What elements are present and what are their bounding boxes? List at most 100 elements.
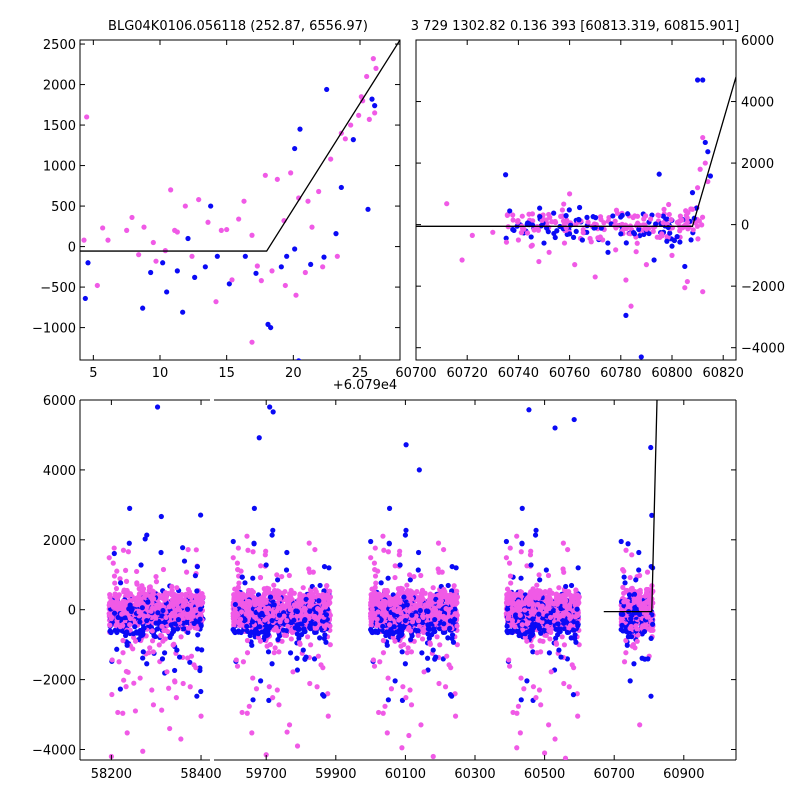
pink-point — [380, 650, 387, 656]
pink-point — [119, 611, 125, 617]
pink-point — [246, 703, 252, 709]
blue-point — [431, 626, 437, 632]
plot-area — [80, 40, 400, 360]
pink-point — [623, 277, 629, 283]
blue-point — [384, 642, 390, 648]
pink-point — [546, 722, 552, 728]
pink-point — [120, 547, 127, 553]
blue-point — [138, 562, 144, 568]
blue-point — [128, 608, 134, 615]
pink-point — [233, 657, 239, 663]
pink-point — [140, 586, 147, 592]
pink-point — [169, 587, 175, 594]
pink-point — [436, 599, 442, 605]
blue-point — [391, 624, 397, 630]
pink-point — [643, 262, 650, 268]
pink-point — [111, 545, 117, 551]
pink-point — [274, 572, 280, 578]
pink-point — [373, 580, 379, 586]
pink-point — [270, 695, 276, 701]
plot-area — [230, 400, 658, 760]
blue-point — [689, 190, 696, 196]
pink-point — [298, 612, 305, 618]
blue-point — [275, 636, 281, 643]
pink-point — [231, 592, 237, 598]
pink-point — [382, 703, 388, 709]
pink-point — [459, 257, 465, 263]
pink-point — [134, 602, 140, 608]
blue-point — [145, 599, 151, 605]
pink-point — [677, 228, 683, 234]
blue-point — [396, 630, 403, 636]
pink-point — [696, 218, 702, 224]
blue-point — [271, 602, 277, 608]
pink-point — [418, 722, 424, 728]
pink-point — [264, 615, 270, 621]
pink-point — [398, 610, 404, 616]
pink-point — [380, 637, 386, 644]
blue-point — [432, 656, 438, 662]
blue-point — [415, 628, 421, 634]
pink-point — [666, 201, 672, 208]
blue-point — [137, 619, 143, 625]
pink-point — [178, 634, 184, 640]
blue-point — [567, 231, 573, 237]
pink-point — [153, 579, 160, 585]
pink-point — [454, 588, 460, 594]
pink-point — [403, 613, 409, 619]
pink-point — [277, 619, 283, 625]
pink-point — [196, 196, 202, 203]
blue-point — [432, 616, 438, 623]
pink-point — [700, 289, 706, 295]
pink-point — [137, 675, 143, 681]
blue-point — [392, 678, 398, 684]
pink-point — [258, 595, 264, 601]
pink-point — [634, 240, 640, 246]
pink-point — [521, 226, 527, 232]
blue-point — [269, 532, 275, 538]
pink-point — [147, 645, 153, 651]
blue-point — [321, 693, 327, 699]
blue-point — [197, 616, 203, 622]
blue-point — [449, 693, 455, 699]
blue-point — [114, 646, 120, 652]
blue-point — [160, 260, 166, 266]
blue-point — [649, 212, 655, 218]
pink-point — [174, 585, 180, 591]
blue-point — [180, 545, 186, 551]
blue-point — [524, 678, 530, 684]
blue-point — [301, 626, 307, 632]
pink-point — [312, 586, 318, 593]
model-line — [416, 76, 736, 227]
blue-point — [262, 630, 269, 636]
pink-point — [244, 710, 250, 716]
pink-point — [446, 662, 452, 668]
pink-point — [419, 636, 426, 642]
blue-point — [326, 565, 332, 571]
pink-point — [183, 592, 189, 599]
pink-point — [287, 606, 293, 613]
x-tick-label: 58400 — [180, 767, 221, 782]
pink-point — [392, 638, 398, 644]
pink-point — [561, 201, 567, 207]
pink-point — [452, 611, 458, 617]
pink-point — [114, 568, 120, 574]
blue-point — [307, 623, 313, 629]
pink-point — [419, 593, 425, 600]
pink-point — [549, 590, 555, 596]
blue-point — [409, 612, 415, 618]
pink-point — [168, 187, 174, 193]
pink-point — [418, 572, 424, 579]
y-tick-label: 2000 — [43, 79, 76, 94]
pink-point — [140, 748, 146, 754]
blue-point — [140, 305, 146, 311]
pink-point — [138, 611, 144, 617]
pink-point — [262, 172, 268, 178]
blue-point — [307, 608, 313, 614]
pink-point — [146, 587, 152, 594]
pink-point — [154, 602, 160, 608]
pink-point — [530, 218, 536, 224]
blue-point — [323, 639, 329, 645]
blue-point — [194, 588, 200, 594]
blue-point — [507, 208, 513, 214]
